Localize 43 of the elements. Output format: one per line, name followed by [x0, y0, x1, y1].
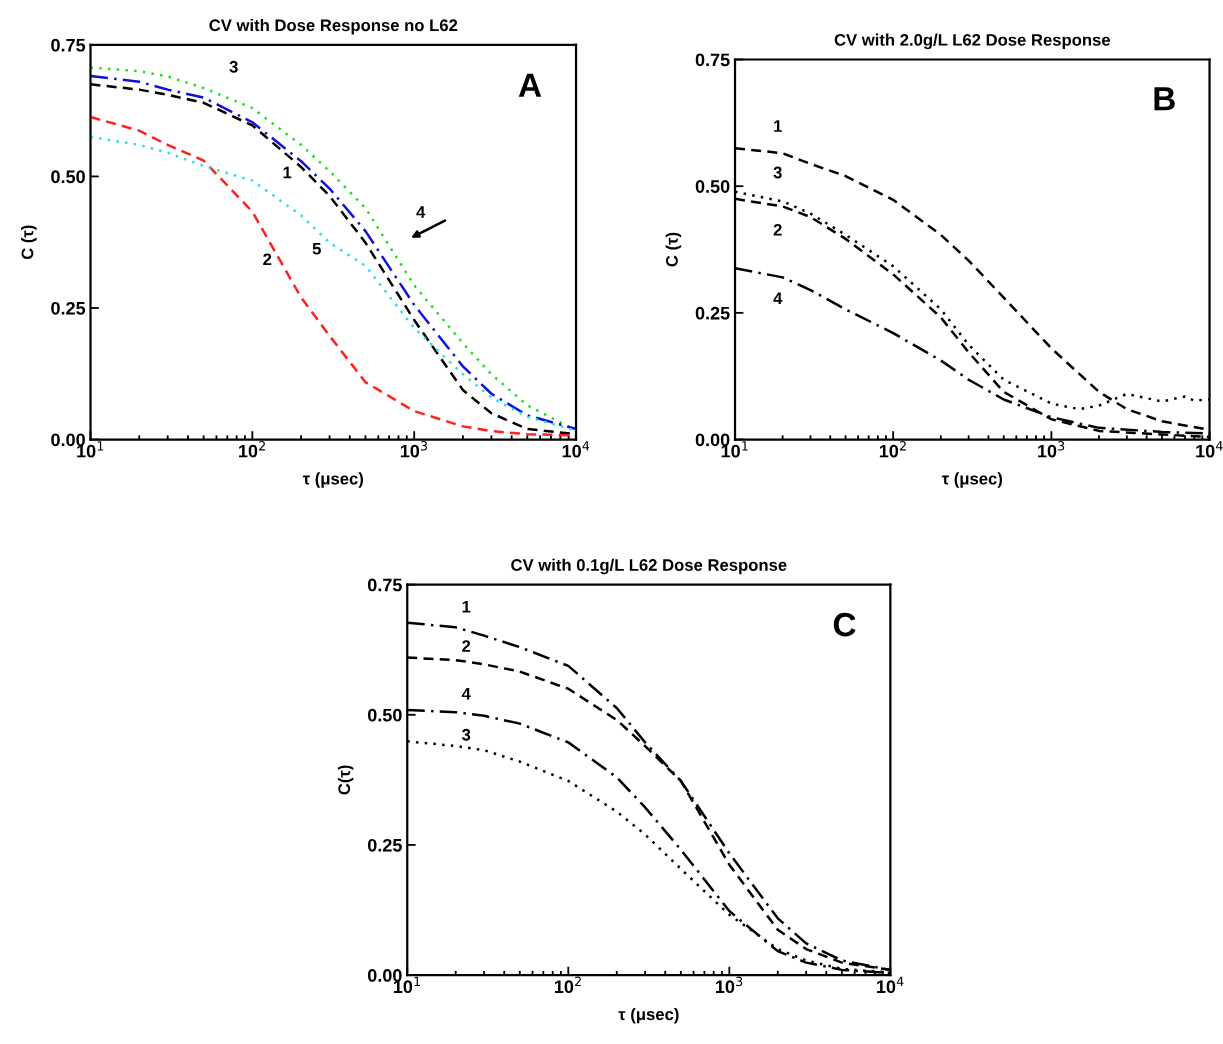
chart-title: CV with 0.1g/L L62 Dose Response	[511, 558, 787, 575]
x-axis-title: τ (μsec)	[618, 1007, 679, 1024]
x-tick-label: 10$^{2}$	[879, 441, 906, 458]
y-axis-title: C (τ)	[665, 232, 682, 267]
annotation: 5	[312, 242, 321, 255]
annotation: 2	[263, 253, 272, 266]
y-axis-title: C(τ)	[337, 765, 354, 795]
y-axis-title: C (τ)	[21, 225, 37, 260]
y-tick-label: 0.25	[695, 306, 730, 320]
y-tick-label: 0.75	[695, 53, 730, 67]
x-tick-label: 10$^{2}$	[554, 976, 581, 994]
y-tick-label: 0.50	[51, 170, 85, 184]
annotation: 1	[462, 600, 471, 613]
x-tick-label: 10$^{2}$	[239, 441, 265, 458]
x-axis-title: τ (μsec)	[302, 472, 364, 488]
annotation: 2	[773, 223, 782, 236]
annotation: 4	[461, 687, 471, 700]
annotation: 1	[774, 120, 782, 132]
x-tick-label: 10$^{4}$	[562, 441, 590, 458]
annotation: A	[518, 73, 542, 97]
x-tick-label: 10$^{3}$	[716, 976, 743, 994]
chart-title: CV with Dose Response no L62	[209, 18, 458, 35]
x-tick-label: 10$^{4}$	[877, 976, 904, 994]
y-tick-label: 0.50	[367, 708, 402, 722]
annotation: C	[833, 612, 856, 637]
annotation: 3	[229, 60, 238, 73]
x-axis-title: τ (μsec)	[941, 472, 1003, 488]
y-tick-label: 0.75	[51, 38, 86, 52]
annotation: 4	[773, 292, 783, 304]
x-tick-label: 10$^{4}$	[1196, 441, 1223, 458]
x-tick-label: 10$^{3}$	[1038, 441, 1065, 458]
chart-title: CV with 2.0g/L L62 Dose Response	[834, 33, 1111, 50]
y-tick-label: 0.75	[367, 578, 402, 592]
y-tick-label: 0.25	[51, 301, 86, 315]
x-tick-label: 10$^{3}$	[400, 441, 428, 458]
annotation: B	[1154, 87, 1175, 111]
annotation: 3	[773, 166, 782, 179]
annotation: 3	[461, 728, 471, 741]
annotation: 4	[416, 206, 426, 218]
y-tick-label: 0.25	[367, 838, 402, 852]
y-tick-label: 0.50	[695, 180, 730, 193]
annotation: 2	[462, 640, 471, 652]
annotation: 1	[283, 166, 292, 179]
